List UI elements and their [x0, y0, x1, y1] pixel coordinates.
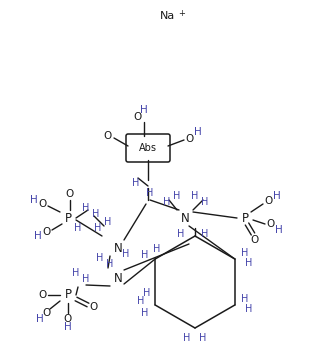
Text: O: O	[42, 227, 50, 237]
Text: H: H	[142, 308, 149, 318]
Text: H: H	[64, 322, 72, 332]
Text: H: H	[140, 105, 148, 115]
Text: H: H	[146, 188, 154, 198]
Text: O: O	[38, 199, 46, 209]
Text: O: O	[66, 189, 74, 199]
Text: H: H	[153, 244, 161, 254]
Text: H: H	[34, 231, 42, 241]
Text: O: O	[186, 134, 194, 144]
Text: P: P	[64, 288, 72, 302]
Text: O: O	[42, 308, 50, 318]
Text: H: H	[122, 249, 130, 259]
Text: H: H	[72, 268, 80, 278]
Text: H: H	[132, 178, 140, 188]
Text: P: P	[242, 212, 248, 225]
Text: O: O	[38, 290, 46, 300]
Text: H: H	[74, 223, 82, 233]
Text: H: H	[36, 314, 44, 324]
Text: P: P	[64, 212, 72, 225]
Text: O: O	[251, 235, 259, 245]
Text: H: H	[273, 191, 281, 201]
Text: H: H	[92, 209, 100, 219]
Text: H: H	[137, 296, 145, 306]
Text: H: H	[30, 195, 38, 205]
Text: H: H	[142, 250, 149, 260]
Text: H: H	[143, 288, 151, 298]
Text: Na: Na	[160, 11, 175, 21]
Text: H: H	[201, 229, 209, 239]
Text: N: N	[114, 271, 122, 284]
Text: H: H	[241, 294, 248, 304]
Text: H: H	[173, 191, 181, 201]
Text: H: H	[241, 248, 248, 258]
Text: O: O	[104, 131, 112, 141]
Text: H: H	[201, 197, 209, 207]
Text: O: O	[267, 219, 275, 229]
Text: H: H	[104, 217, 112, 227]
Text: H: H	[96, 253, 104, 263]
Text: H: H	[194, 127, 202, 137]
Text: H: H	[106, 259, 114, 269]
Text: H: H	[199, 333, 207, 343]
Text: O: O	[265, 196, 273, 206]
Text: H: H	[82, 203, 90, 213]
Text: H: H	[163, 197, 171, 207]
Text: O: O	[134, 112, 142, 122]
Text: Abs: Abs	[139, 143, 157, 153]
Text: H: H	[275, 225, 283, 235]
Text: H: H	[177, 229, 185, 239]
Text: H: H	[245, 304, 253, 314]
Text: O: O	[90, 302, 98, 312]
Text: H: H	[245, 258, 253, 268]
Text: H: H	[183, 333, 191, 343]
Text: +: +	[179, 9, 185, 18]
Text: H: H	[82, 274, 90, 284]
Text: N: N	[114, 242, 122, 255]
Text: O: O	[64, 314, 72, 324]
Text: H: H	[191, 191, 199, 201]
Text: N: N	[181, 212, 189, 225]
Text: H: H	[94, 223, 102, 233]
